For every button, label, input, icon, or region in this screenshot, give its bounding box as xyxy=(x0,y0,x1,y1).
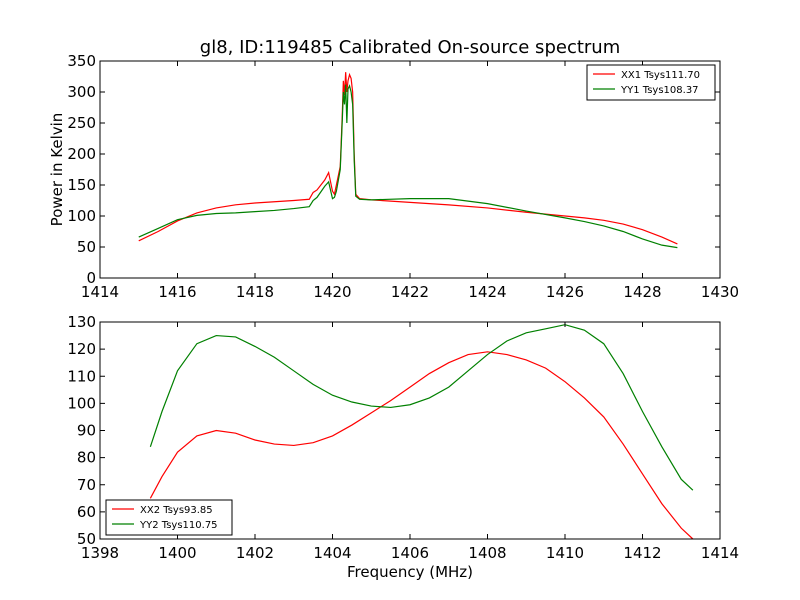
y-tick-label: 70 xyxy=(77,476,96,494)
legend-box xyxy=(105,499,233,536)
legend-label: YY2 Tsys110.75 xyxy=(139,520,218,531)
series-line-1 xyxy=(138,72,678,245)
top-spectrum-plot: 1414 1416 1418 1420 1422 1424 1426 1428 1430 0 50 1… xyxy=(48,52,739,301)
x-tick-label: 1416 xyxy=(158,283,196,301)
x-tick-label: 1418 xyxy=(236,283,274,301)
bottom-plot-x-axis-label: Frequency (MHz) xyxy=(347,563,473,581)
y-tick-label: 250 xyxy=(67,114,96,132)
y-tick-label: 100 xyxy=(67,394,96,412)
legend-label: YY1 Tsys108.37 xyxy=(620,85,699,96)
series-line-1 xyxy=(149,351,694,540)
x-tick-label: 1398 xyxy=(81,544,119,562)
y-tick-label: 80 xyxy=(77,449,96,467)
x-tick-label: 1406 xyxy=(391,544,429,562)
top-plot-lines xyxy=(138,72,678,249)
top-plot-ticks: 1414 1416 1418 1420 1422 1424 1426 1428 1430 0 50 1… xyxy=(67,52,739,301)
y-tick-label: 60 xyxy=(77,503,96,521)
legend-label: XX2 Tsys93.85 xyxy=(140,505,213,516)
legend-box xyxy=(586,64,716,101)
x-tick-label: 1430 xyxy=(701,283,739,301)
x-tick-label: 1404 xyxy=(313,544,351,562)
top-plot-legend: XX1 Tsys111.70 YY1 Tsys108.37 xyxy=(586,64,716,101)
y-tick-label: 90 xyxy=(77,422,96,440)
y-tick-label: 150 xyxy=(67,176,96,194)
x-tick-label: 1426 xyxy=(546,283,584,301)
bottom-plot-lines xyxy=(149,324,694,540)
series-line-2 xyxy=(149,324,694,491)
x-tick-label: 1424 xyxy=(468,283,506,301)
bottom-spectrum-plot: 1398 1400 1402 1404 1406 1408 1410 1412 1414 50 60… xyxy=(67,313,739,581)
x-tick-label: 1428 xyxy=(623,283,661,301)
bottom-plot-ticks: 1398 1400 1402 1404 1406 1408 1410 1412 1414 50 60… xyxy=(67,313,739,562)
y-tick-label: 130 xyxy=(67,313,96,331)
x-tick-label: 1402 xyxy=(236,544,274,562)
x-tick-label: 1412 xyxy=(623,544,661,562)
y-tick-label: 110 xyxy=(67,367,96,385)
y-tick-label: 50 xyxy=(77,530,96,548)
x-tick-label: 1420 xyxy=(313,283,351,301)
y-tick-label: 100 xyxy=(67,207,96,225)
bottom-plot-legend: XX2 Tsys93.85 YY2 Tsys110.75 xyxy=(105,499,233,536)
y-tick-label: 350 xyxy=(67,52,96,70)
x-tick-label: 1414 xyxy=(81,283,119,301)
y-tick-label: 50 xyxy=(77,238,96,256)
top-plot-y-axis-label: Power in Kelvin xyxy=(48,113,66,227)
x-tick-label: 1422 xyxy=(391,283,429,301)
x-tick-label: 1414 xyxy=(701,544,739,562)
y-tick-label: 0 xyxy=(86,269,96,287)
series-line-2 xyxy=(138,84,678,249)
x-tick-label: 1410 xyxy=(546,544,584,562)
y-tick-label: 300 xyxy=(67,83,96,101)
x-tick-label: 1408 xyxy=(468,544,506,562)
figure-title: gl8, ID:119485 Calibrated On-source spec… xyxy=(200,37,620,58)
y-tick-label: 200 xyxy=(67,145,96,163)
legend-label: XX1 Tsys111.70 xyxy=(621,70,700,81)
y-tick-label: 120 xyxy=(67,340,96,358)
x-tick-label: 1400 xyxy=(158,544,196,562)
